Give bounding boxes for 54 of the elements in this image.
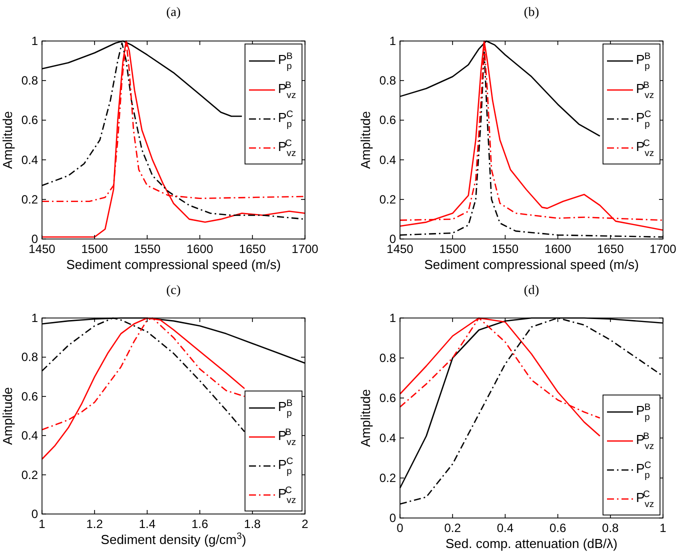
x-tick-label: 1.8: [244, 517, 262, 531]
y-tick-label: 1: [389, 34, 396, 48]
chart-title: (a): [166, 4, 181, 19]
x-tick-label: 1500: [81, 242, 108, 256]
x-axis-title: Sediment compressional speed (m/s): [66, 257, 281, 272]
y-tick-label: 0.8: [379, 74, 396, 88]
x-tick-label: 1.2: [86, 517, 104, 531]
x-tick-label: 0.6: [549, 521, 566, 535]
chart-title: (c): [166, 282, 181, 297]
x-tick-label: 1700: [650, 242, 677, 256]
x-tick-label: 0.8: [602, 521, 620, 535]
x-tick-label: 1550: [134, 242, 161, 256]
y-tick-label: 0.2: [21, 192, 38, 206]
x-tick-label: 1.6: [191, 517, 208, 531]
x-tick-label: 1600: [544, 242, 572, 256]
y-axis-title: Amplitude: [358, 111, 373, 169]
y-axis-title: Amplitude: [0, 387, 15, 445]
x-tick-label: 0.2: [444, 521, 462, 535]
y-tick-label: 0.6: [379, 391, 396, 405]
y-tick-label: 0.6: [21, 389, 38, 404]
y-tick-label: 0.2: [379, 192, 396, 206]
line-series: [41, 317, 246, 460]
y-tick-label: 0: [31, 507, 38, 521]
y-axis-title: Amplitude: [0, 111, 15, 169]
x-tick-label: 1700: [292, 242, 319, 256]
x-tick-label: 1600: [186, 242, 214, 256]
y-tick-label: 0.2: [21, 468, 38, 482]
x-axis-title: Sediment compressional speed (m/s): [424, 257, 639, 272]
chart-title: (b): [524, 4, 540, 19]
x-tick-label: 1650: [239, 242, 266, 256]
y-tick-label: 1: [31, 34, 38, 48]
x-tick-label: 2: [302, 517, 309, 531]
x-tick-label: 1500: [439, 242, 466, 256]
y-tick-label: 1: [31, 311, 38, 325]
y-tick-label: 1: [389, 311, 396, 325]
y-tick-label: 0.8: [21, 74, 38, 88]
x-axis-title: Sediment density (g/cm$^{3}$): [100, 531, 246, 547]
y-axis-title: Amplitude: [358, 389, 373, 447]
y-tick-label: 0.4: [21, 428, 38, 443]
x-tick-label: 1550: [492, 242, 519, 256]
x-tick-label: 1650: [597, 242, 624, 256]
y-tick-label: 0.8: [379, 351, 396, 365]
x-tick-label: 1.4: [138, 517, 156, 531]
x-tick-label: 0.4: [496, 521, 514, 535]
x-tick-label: 1: [660, 521, 667, 535]
y-tick-label: 0.6: [379, 113, 396, 128]
y-tick-label: 0.4: [379, 431, 396, 445]
y-tick-label: 0.2: [379, 471, 396, 485]
x-axis-title: Sed. comp. attenuation (dB/λ): [446, 536, 618, 551]
y-tick-label: 0.4: [379, 152, 396, 167]
y-tick-label: 0.4: [21, 152, 38, 167]
chart-title: (d): [524, 282, 540, 297]
y-tick-label: 0.8: [21, 350, 38, 364]
y-tick-label: 0.6: [21, 113, 38, 128]
